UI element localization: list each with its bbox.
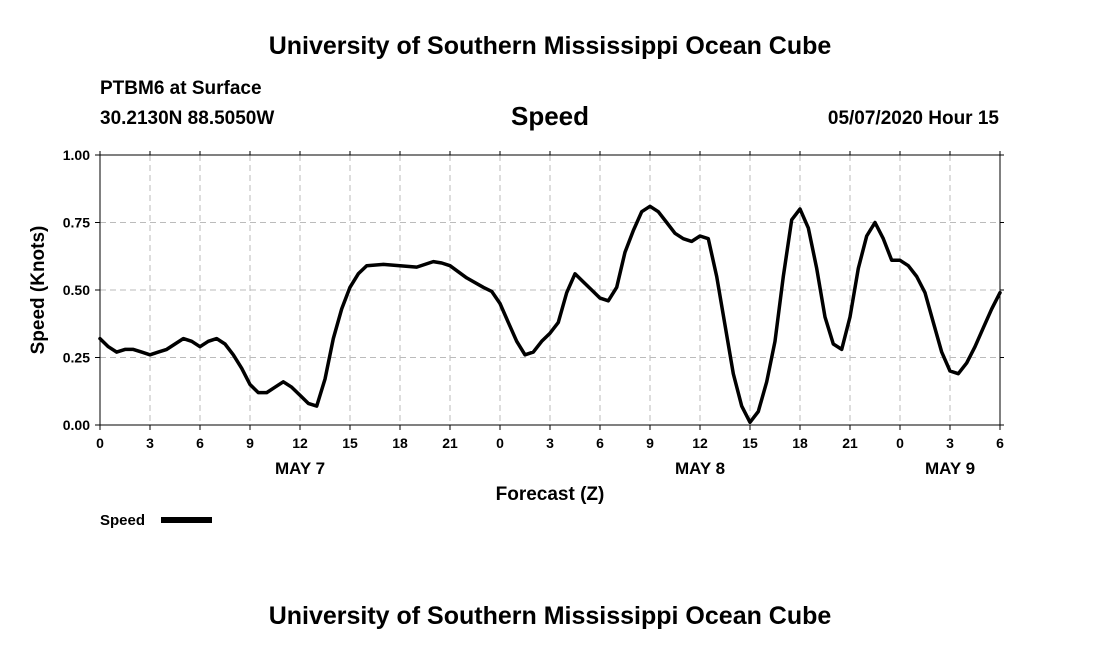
x-tick-label: 0 xyxy=(896,435,904,451)
coords-label: 30.2130N 88.5050W xyxy=(100,108,274,129)
grid xyxy=(100,155,1000,425)
legend-label: Speed xyxy=(100,512,145,529)
x-tick-label: 0 xyxy=(496,435,504,451)
day-labels: MAY 7 MAY 8 MAY 9 xyxy=(275,459,975,478)
x-tick-label: 15 xyxy=(742,435,758,451)
legend: Speed xyxy=(100,512,212,529)
station-label: PTBM6 at Surface xyxy=(100,78,262,99)
x-tick-label: 18 xyxy=(392,435,408,451)
y-tick-label: 0.25 xyxy=(63,350,90,366)
day-label: MAY 8 xyxy=(675,459,725,478)
x-tick-label: 3 xyxy=(146,435,154,451)
x-tick-label: 12 xyxy=(692,435,708,451)
x-tick-label: 6 xyxy=(196,435,204,451)
issued-label: 05/07/2020 Hour 15 xyxy=(828,108,1000,129)
y-tick-label: 0.00 xyxy=(63,417,90,433)
y-tick-label: 0.75 xyxy=(63,215,90,231)
parameter-title: Speed xyxy=(511,101,589,131)
y-axis-title: Speed (Knots) xyxy=(28,226,49,355)
x-axis-title: Forecast (Z) xyxy=(496,484,605,505)
x-tick-label: 9 xyxy=(246,435,254,451)
x-tick-label: 18 xyxy=(792,435,808,451)
series-layer xyxy=(98,204,1002,425)
x-tick-label: 21 xyxy=(842,435,858,451)
footer-title: University of Southern Mississippi Ocean… xyxy=(269,602,832,630)
header-title: University of Southern Mississippi Ocean… xyxy=(269,32,832,60)
day-label: MAY 7 xyxy=(275,459,325,478)
x-tick-label: 15 xyxy=(342,435,358,451)
y-tick-label: 1.00 xyxy=(63,147,90,163)
axis-ticks xyxy=(95,151,1004,430)
x-tick-label: 21 xyxy=(442,435,458,451)
plot-frame xyxy=(99,154,1001,426)
x-tick-label: 3 xyxy=(546,435,554,451)
y-tick-label: 0.50 xyxy=(63,282,90,298)
x-tick-label: 9 xyxy=(646,435,654,451)
day-label: MAY 9 xyxy=(925,459,975,478)
series-line-speed xyxy=(98,204,1002,425)
tick-labels: 0 3 6 9 12 15 18 21 0 3 6 9 12 15 18 21 0 3 6 0.00 0.25 0.50 0… xyxy=(63,147,1004,451)
legend-swatch xyxy=(161,517,212,523)
x-tick-label: 12 xyxy=(292,435,308,451)
x-tick-label: 3 xyxy=(946,435,954,451)
x-tick-label: 0 xyxy=(96,435,104,451)
x-tick-label: 6 xyxy=(996,435,1004,451)
x-tick-label: 6 xyxy=(596,435,604,451)
